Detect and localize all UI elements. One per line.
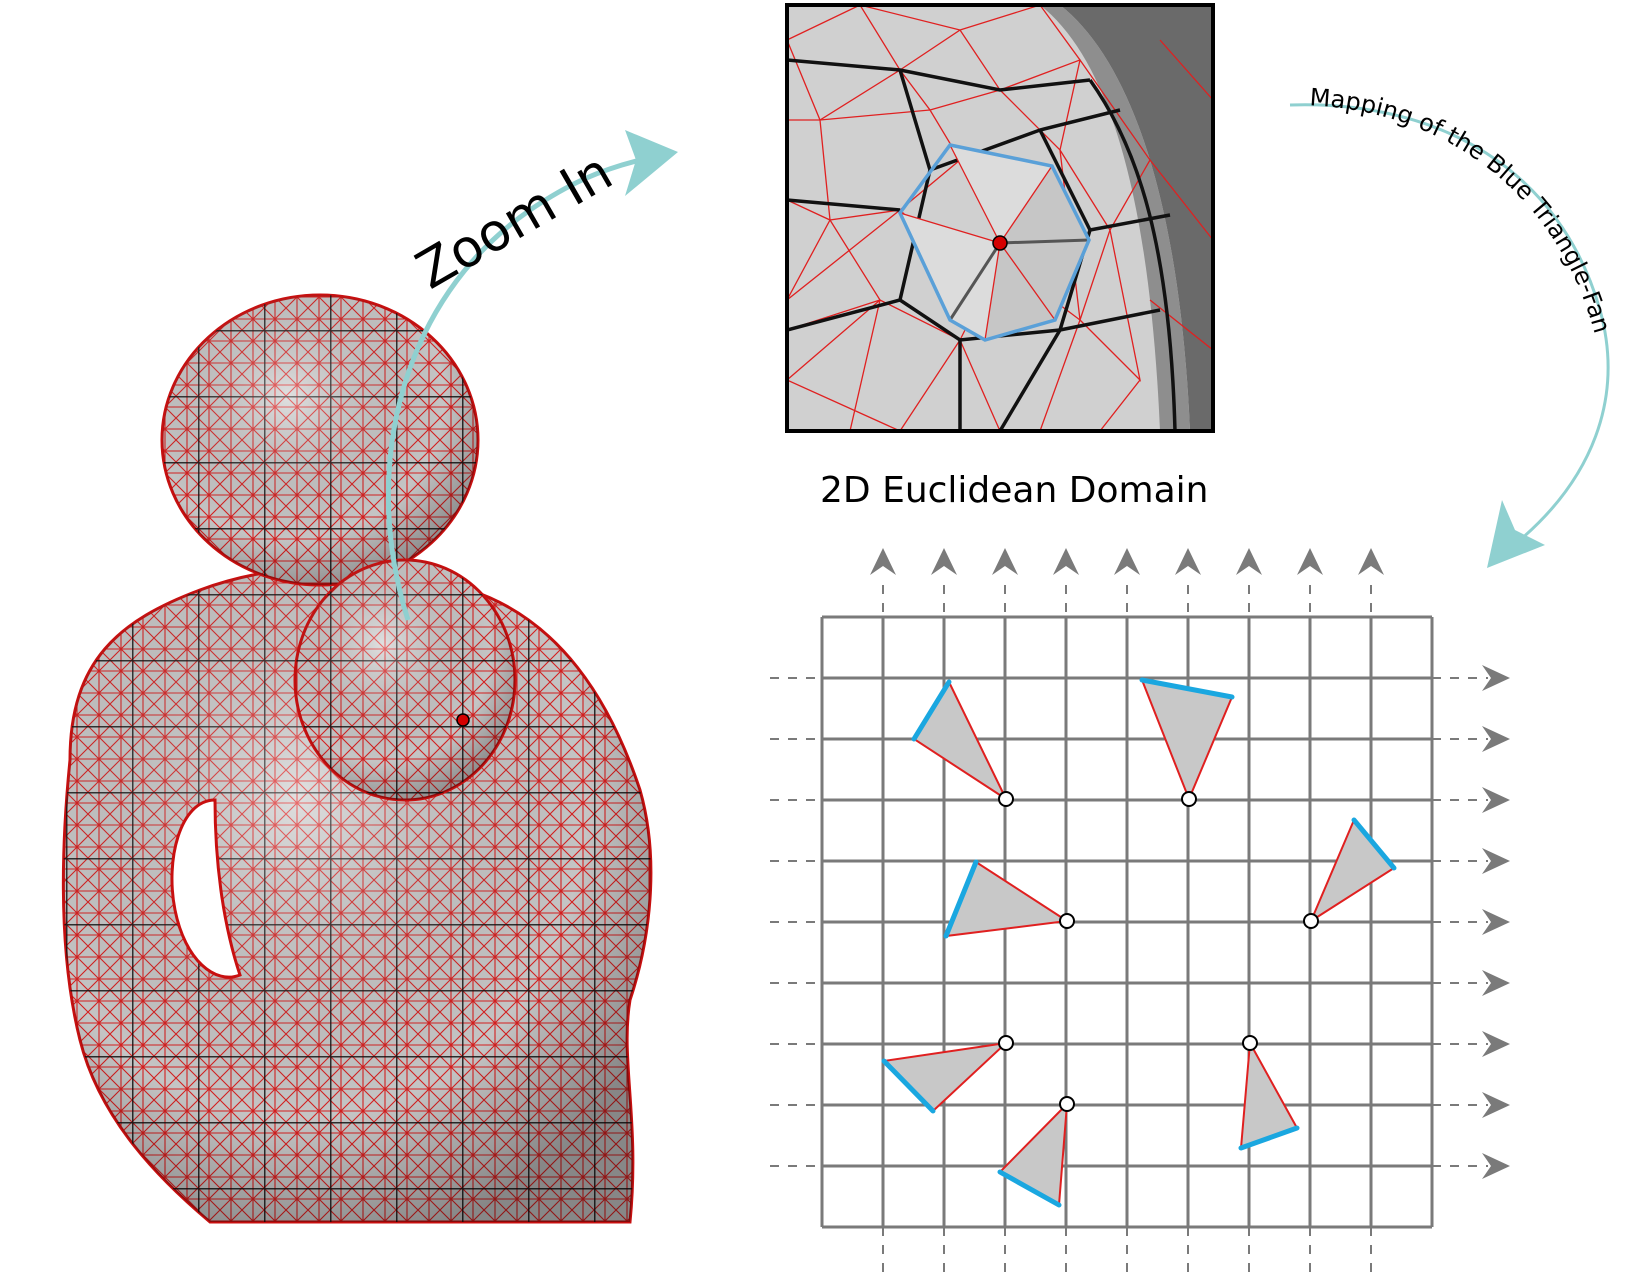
vertex-dot-icon — [992, 235, 1008, 251]
mapped-triangles — [881, 677, 1397, 1208]
grid-axis-arrow-icon — [1053, 548, 1079, 575]
blue-triangle-fan — [897, 143, 1091, 342]
curved-arrow-icon — [385, 157, 641, 621]
grid-axis-arrow-icon — [931, 548, 957, 575]
vertex-dot-icon — [1181, 791, 1197, 807]
mapping-arrow: Mapping of the Blue Triangle-Fan — [1289, 83, 1616, 568]
grid-axis-arrow-icon — [1482, 726, 1510, 752]
blue-edge — [881, 1058, 936, 1114]
blue-edge — [1351, 817, 1397, 871]
grid-axis-arrow-icon — [1482, 665, 1510, 691]
blue-edge — [1139, 677, 1235, 700]
grid-axis-arrow-icon — [1482, 909, 1510, 935]
grid-axis-arrow-icon — [1236, 548, 1262, 575]
grid-axis-arrow-icon — [1482, 848, 1510, 874]
vertex-dot-icon — [1303, 913, 1319, 929]
grid-axis-arrow-icon — [1297, 548, 1323, 575]
blue-edge — [1238, 1125, 1300, 1151]
vertex-dot-icon — [456, 713, 470, 727]
zoom-inset — [785, 3, 1215, 433]
grid-axis-arrow-icon — [1114, 548, 1140, 575]
blue-edge — [911, 679, 952, 742]
grid-axis-arrow-icon — [1358, 548, 1384, 575]
arm-loop-hole — [170, 798, 242, 979]
blue-edge — [943, 859, 979, 939]
grid-axis-arrow-icon — [1482, 1092, 1510, 1118]
mapping-label: Mapping of the Blue Triangle-Fan — [1309, 83, 1616, 336]
zoom-inset-frame — [785, 3, 1215, 433]
euclidean-grid — [770, 548, 1510, 1274]
grid-axis-arrow-icon — [1482, 787, 1510, 813]
vertex-dot-icon — [1059, 1096, 1075, 1112]
grid-axis-arrow-icon — [1482, 1031, 1510, 1057]
mapped-triangle — [1308, 818, 1396, 924]
grid-axis-arrow-icon — [992, 548, 1018, 575]
mesh-figure — [61, 293, 653, 1224]
grid-axis-arrow-icon — [1175, 548, 1201, 575]
curved-arrow-icon — [1289, 103, 1610, 542]
vertex-dot-icon — [998, 791, 1014, 807]
grid-axis-arrow-icon — [870, 548, 896, 575]
domain-title: 2D Euclidean Domain — [820, 470, 1209, 511]
blue-edge — [997, 1169, 1062, 1208]
vertex-dot-icon — [1059, 913, 1075, 929]
grid-axis-arrow-icon — [1482, 1153, 1510, 1179]
vertex-dot-icon — [998, 1035, 1014, 1051]
zoom-in-label: Zoom In — [407, 142, 623, 301]
grid-axis-arrow-icon — [1482, 970, 1510, 996]
vertex-dot-icon — [1242, 1035, 1258, 1051]
